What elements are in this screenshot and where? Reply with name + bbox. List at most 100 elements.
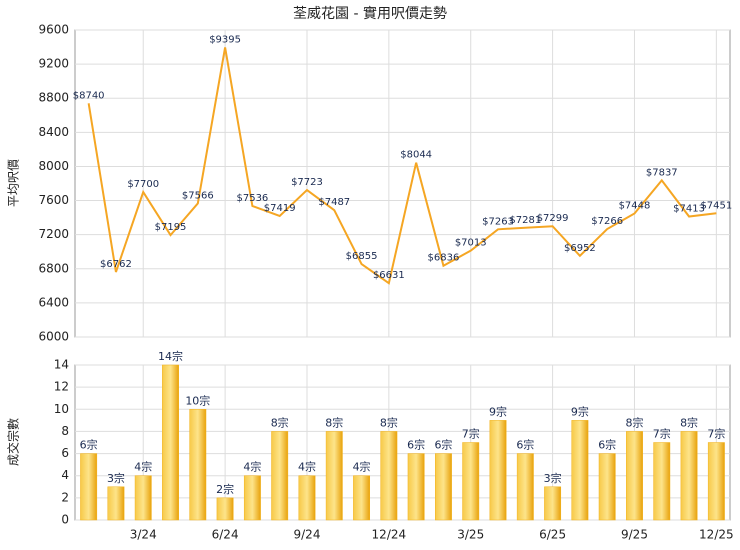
bar	[707, 442, 725, 521]
data-label: 6宗	[80, 438, 98, 452]
data-label: $6762	[100, 259, 132, 270]
y-tick-label: 14	[54, 358, 69, 372]
data-label: $7263	[482, 216, 514, 227]
bar	[680, 431, 698, 521]
bar	[243, 475, 261, 521]
data-label: 6宗	[516, 438, 534, 452]
data-label: 2宗	[216, 482, 234, 496]
plot-area	[74, 29, 731, 338]
bar	[462, 442, 480, 521]
y-tick-label: 12	[54, 380, 69, 394]
data-label: $8044	[400, 150, 432, 161]
y-tick-label: 0	[61, 513, 69, 527]
data-label: 6宗	[598, 438, 616, 452]
y-axis-label: 成交宗數	[6, 418, 21, 466]
y-tick-label: 4	[61, 468, 69, 482]
data-label: $7413	[673, 204, 705, 215]
data-label: $7700	[127, 179, 159, 190]
bar	[598, 453, 616, 521]
y-tick-label: 8800	[38, 91, 69, 105]
x-tick-label: 12/24	[372, 528, 407, 542]
y-tick-label: 8000	[38, 159, 69, 173]
data-label: 9宗	[571, 404, 589, 418]
bar	[653, 442, 671, 521]
x-tick-label: 6/25	[539, 528, 566, 542]
y-tick-label: 8	[61, 424, 69, 438]
data-label: $7013	[455, 238, 487, 249]
bar	[544, 486, 562, 521]
data-label: 8宗	[325, 415, 343, 429]
data-label: 6宗	[407, 438, 425, 452]
x-tick-label: 6/24	[212, 528, 239, 542]
data-label: 4宗	[298, 460, 316, 474]
data-label: $8740	[73, 90, 105, 101]
y-tick-label: 6800	[38, 261, 69, 275]
data-label: $7723	[291, 177, 323, 188]
data-label: $7266	[591, 216, 623, 227]
data-label: $7451	[700, 200, 732, 211]
y-tick-label: 9200	[38, 57, 69, 71]
data-label: 4宗	[353, 460, 371, 474]
data-label: 7宗	[653, 427, 671, 441]
y-tick-label: 7200	[38, 227, 69, 241]
data-label: 10宗	[185, 393, 210, 407]
bar	[134, 475, 152, 521]
data-label: $6952	[564, 243, 596, 254]
bar	[516, 453, 534, 521]
data-label: 8宗	[271, 415, 289, 429]
bar	[271, 431, 289, 521]
bar	[407, 453, 425, 521]
data-label: 8宗	[625, 415, 643, 429]
data-label: $7281	[509, 215, 541, 226]
bar	[298, 475, 316, 521]
bar	[189, 409, 207, 521]
bar	[571, 420, 589, 521]
data-label: 7宗	[462, 427, 480, 441]
data-label: 8宗	[380, 415, 398, 429]
x-tick-label: 9/25	[621, 528, 648, 542]
bar	[380, 431, 398, 521]
data-label: 4宗	[134, 460, 152, 474]
y-tick-label: 6000	[38, 330, 69, 344]
x-tick-label: 12/25	[699, 528, 734, 542]
data-label: 6宗	[434, 438, 452, 452]
y-tick-label: 6	[61, 446, 69, 460]
data-label: $7487	[318, 197, 350, 208]
data-label: $7566	[182, 190, 214, 201]
x-tick-label: 3/24	[130, 528, 157, 542]
data-label: 3宗	[107, 471, 125, 485]
x-tick-label: 3/25	[457, 528, 484, 542]
data-label: 7宗	[707, 427, 725, 441]
bar	[162, 364, 179, 521]
data-label: $6631	[373, 270, 405, 281]
data-label: $9395	[209, 34, 241, 45]
data-label: 9宗	[489, 404, 507, 418]
data-label: 14宗	[158, 349, 183, 363]
data-label: $6855	[346, 251, 378, 262]
y-tick-label: 10	[54, 402, 69, 416]
data-label: $7837	[646, 167, 678, 178]
bar	[626, 431, 643, 521]
bar	[489, 420, 507, 521]
data-label: $7448	[619, 201, 651, 212]
data-label: 4宗	[243, 460, 261, 474]
bar	[216, 497, 234, 521]
data-label: $7299	[537, 213, 569, 224]
x-tick-label: 9/24	[294, 528, 321, 542]
data-label: $7536	[236, 193, 268, 204]
data-label: $7419	[264, 203, 296, 214]
data-label: 3宗	[544, 471, 562, 485]
chart-title: 荃威花園 - 實用呎價走勢	[293, 5, 447, 22]
y-axis-label: 平均呎價	[7, 159, 21, 207]
bar	[435, 453, 452, 521]
y-tick-label: 9600	[38, 23, 69, 37]
bar	[80, 453, 98, 521]
line	[87, 47, 717, 285]
bar	[353, 475, 370, 521]
bar	[325, 431, 343, 521]
bar	[107, 486, 125, 521]
y-tick-label: 2	[61, 490, 69, 504]
y-tick-label: 6400	[38, 295, 69, 309]
data-label: 8宗	[680, 415, 698, 429]
